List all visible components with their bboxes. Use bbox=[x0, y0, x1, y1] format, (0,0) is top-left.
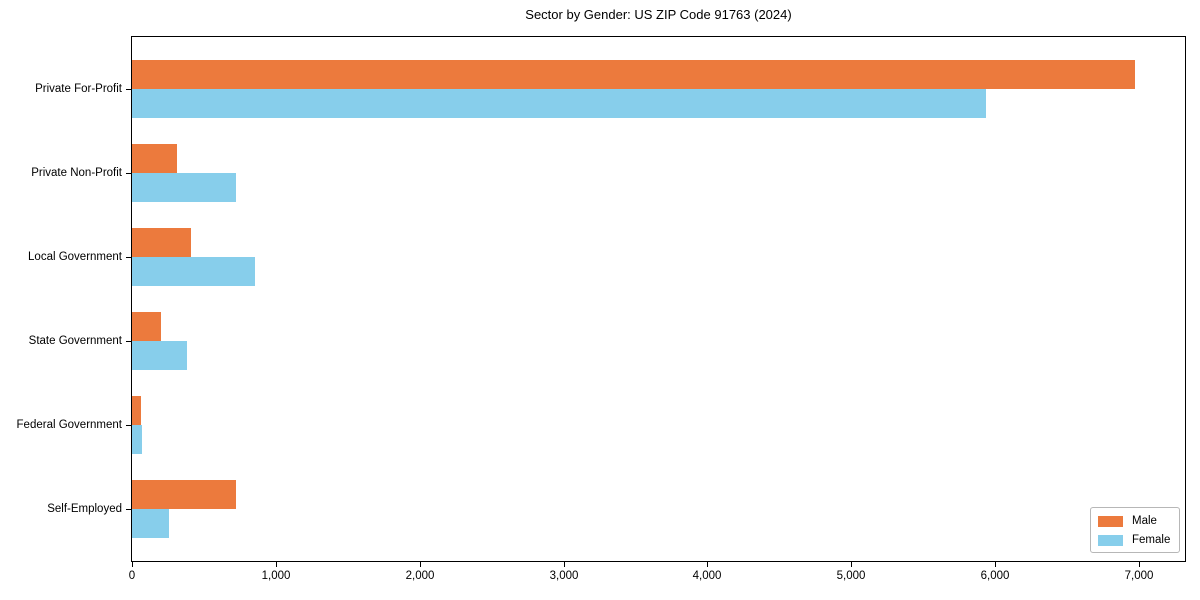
legend-item-male: Male bbox=[1098, 513, 1172, 529]
x-tick-label-5000: 5,000 bbox=[836, 570, 866, 582]
x-tick-0 bbox=[132, 562, 133, 567]
bar-male-state-government bbox=[132, 312, 161, 341]
x-tick-label-4000: 4,000 bbox=[692, 570, 722, 582]
bar-male-self-employed bbox=[132, 480, 236, 509]
x-tick-1000 bbox=[276, 562, 277, 567]
category-label-state-government: State Government bbox=[28, 335, 122, 347]
y-tick-private-non-profit bbox=[126, 173, 131, 174]
bar-female-private-non-profit bbox=[132, 173, 236, 202]
x-tick-4000 bbox=[707, 562, 708, 567]
y-tick-state-government bbox=[126, 341, 131, 342]
x-tick-3000 bbox=[564, 562, 565, 567]
category-label-federal-government: Federal Government bbox=[16, 419, 122, 431]
bar-female-private-for-profit bbox=[132, 89, 986, 118]
legend-swatch-female bbox=[1098, 534, 1123, 546]
bar-female-federal-government bbox=[132, 425, 142, 454]
bar-male-private-non-profit bbox=[132, 144, 177, 173]
legend-swatch-male bbox=[1098, 515, 1123, 527]
x-tick-label-0: 0 bbox=[128, 570, 136, 582]
y-tick-local-government bbox=[126, 257, 131, 258]
y-tick-private-for-profit bbox=[126, 89, 131, 90]
legend-label-female: Female bbox=[1132, 534, 1171, 546]
x-tick-6000 bbox=[995, 562, 996, 567]
bar-female-state-government bbox=[132, 341, 187, 370]
plot-area bbox=[131, 36, 1186, 562]
bar-male-local-government bbox=[132, 228, 191, 257]
bar-male-federal-government bbox=[132, 396, 141, 425]
chart-title: Sector by Gender: US ZIP Code 91763 (202… bbox=[525, 7, 792, 22]
bar-female-local-government bbox=[132, 257, 255, 286]
legend-item-female: Female bbox=[1098, 532, 1172, 548]
x-tick-label-1000: 1,000 bbox=[261, 570, 291, 582]
category-label-self-employed: Self-Employed bbox=[47, 503, 122, 515]
legend: Male Female bbox=[1090, 507, 1180, 553]
x-tick-label-2000: 2,000 bbox=[405, 570, 435, 582]
x-tick-2000 bbox=[420, 562, 421, 567]
y-tick-self-employed bbox=[126, 509, 131, 510]
x-tick-label-3000: 3,000 bbox=[549, 570, 579, 582]
x-tick-label-7000: 7,000 bbox=[1124, 570, 1154, 582]
bar-male-private-for-profit bbox=[132, 60, 1135, 89]
x-tick-label-6000: 6,000 bbox=[980, 570, 1010, 582]
bar-female-self-employed bbox=[132, 509, 169, 538]
category-label-private-non-profit: Private Non-Profit bbox=[31, 167, 122, 179]
x-tick-7000 bbox=[1139, 562, 1140, 567]
category-label-private-for-profit: Private For-Profit bbox=[35, 83, 122, 95]
y-tick-federal-government bbox=[126, 425, 131, 426]
category-label-local-government: Local Government bbox=[28, 251, 122, 263]
legend-label-male: Male bbox=[1132, 515, 1157, 527]
x-tick-5000 bbox=[851, 562, 852, 567]
